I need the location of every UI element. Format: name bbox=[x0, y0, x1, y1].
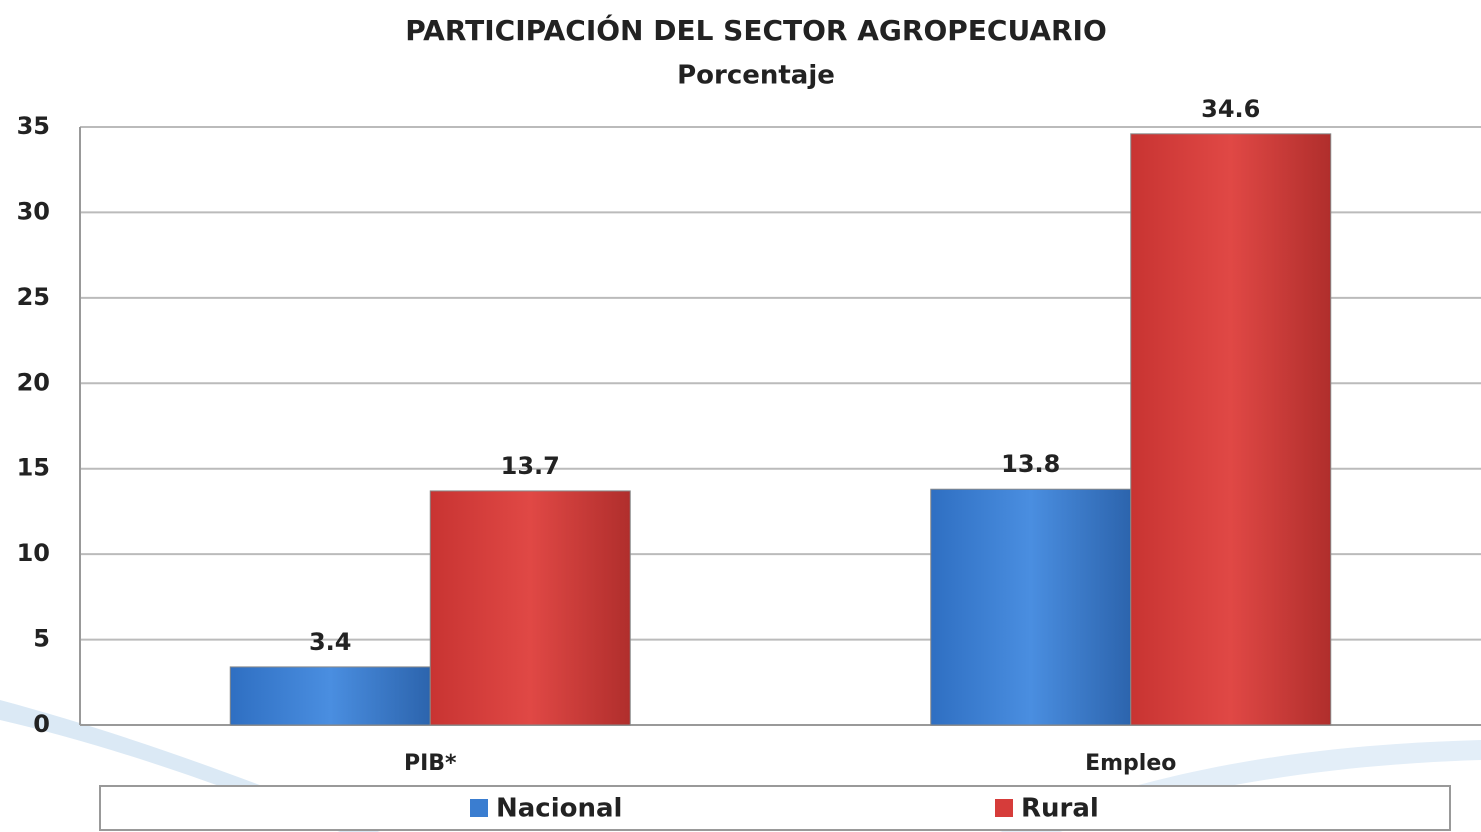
y-tick-label: 15 bbox=[17, 454, 50, 482]
chart-title: PARTICIPACIÓN DEL SECTOR AGROPECUARIO bbox=[405, 13, 1107, 47]
y-tick-label: 5 bbox=[33, 625, 50, 653]
legend-label: Nacional bbox=[496, 794, 622, 824]
data-label: 34.6 bbox=[1201, 95, 1260, 123]
y-tick-label: 25 bbox=[17, 283, 50, 311]
y-tick-label: 10 bbox=[17, 539, 50, 567]
bar bbox=[229, 666, 431, 726]
legend-box bbox=[99, 785, 1451, 831]
data-label: 13.7 bbox=[501, 452, 560, 480]
bar bbox=[429, 490, 631, 726]
chart-subtitle: Porcentaje bbox=[677, 61, 835, 91]
x-tick-label: Empleo bbox=[1085, 751, 1176, 776]
data-label: 13.8 bbox=[1001, 450, 1060, 478]
x-tick-label: PIB* bbox=[404, 751, 457, 776]
legend-swatch bbox=[995, 799, 1013, 817]
bar bbox=[1130, 133, 1332, 726]
y-tick-label: 30 bbox=[17, 197, 50, 225]
y-tick-label: 20 bbox=[17, 368, 50, 396]
bar bbox=[930, 488, 1132, 726]
y-tick-label: 0 bbox=[33, 710, 50, 738]
legend-swatch bbox=[470, 799, 488, 817]
data-label: 3.4 bbox=[309, 628, 352, 656]
y-tick-label: 35 bbox=[17, 112, 50, 140]
legend-label: Rural bbox=[1021, 794, 1099, 824]
